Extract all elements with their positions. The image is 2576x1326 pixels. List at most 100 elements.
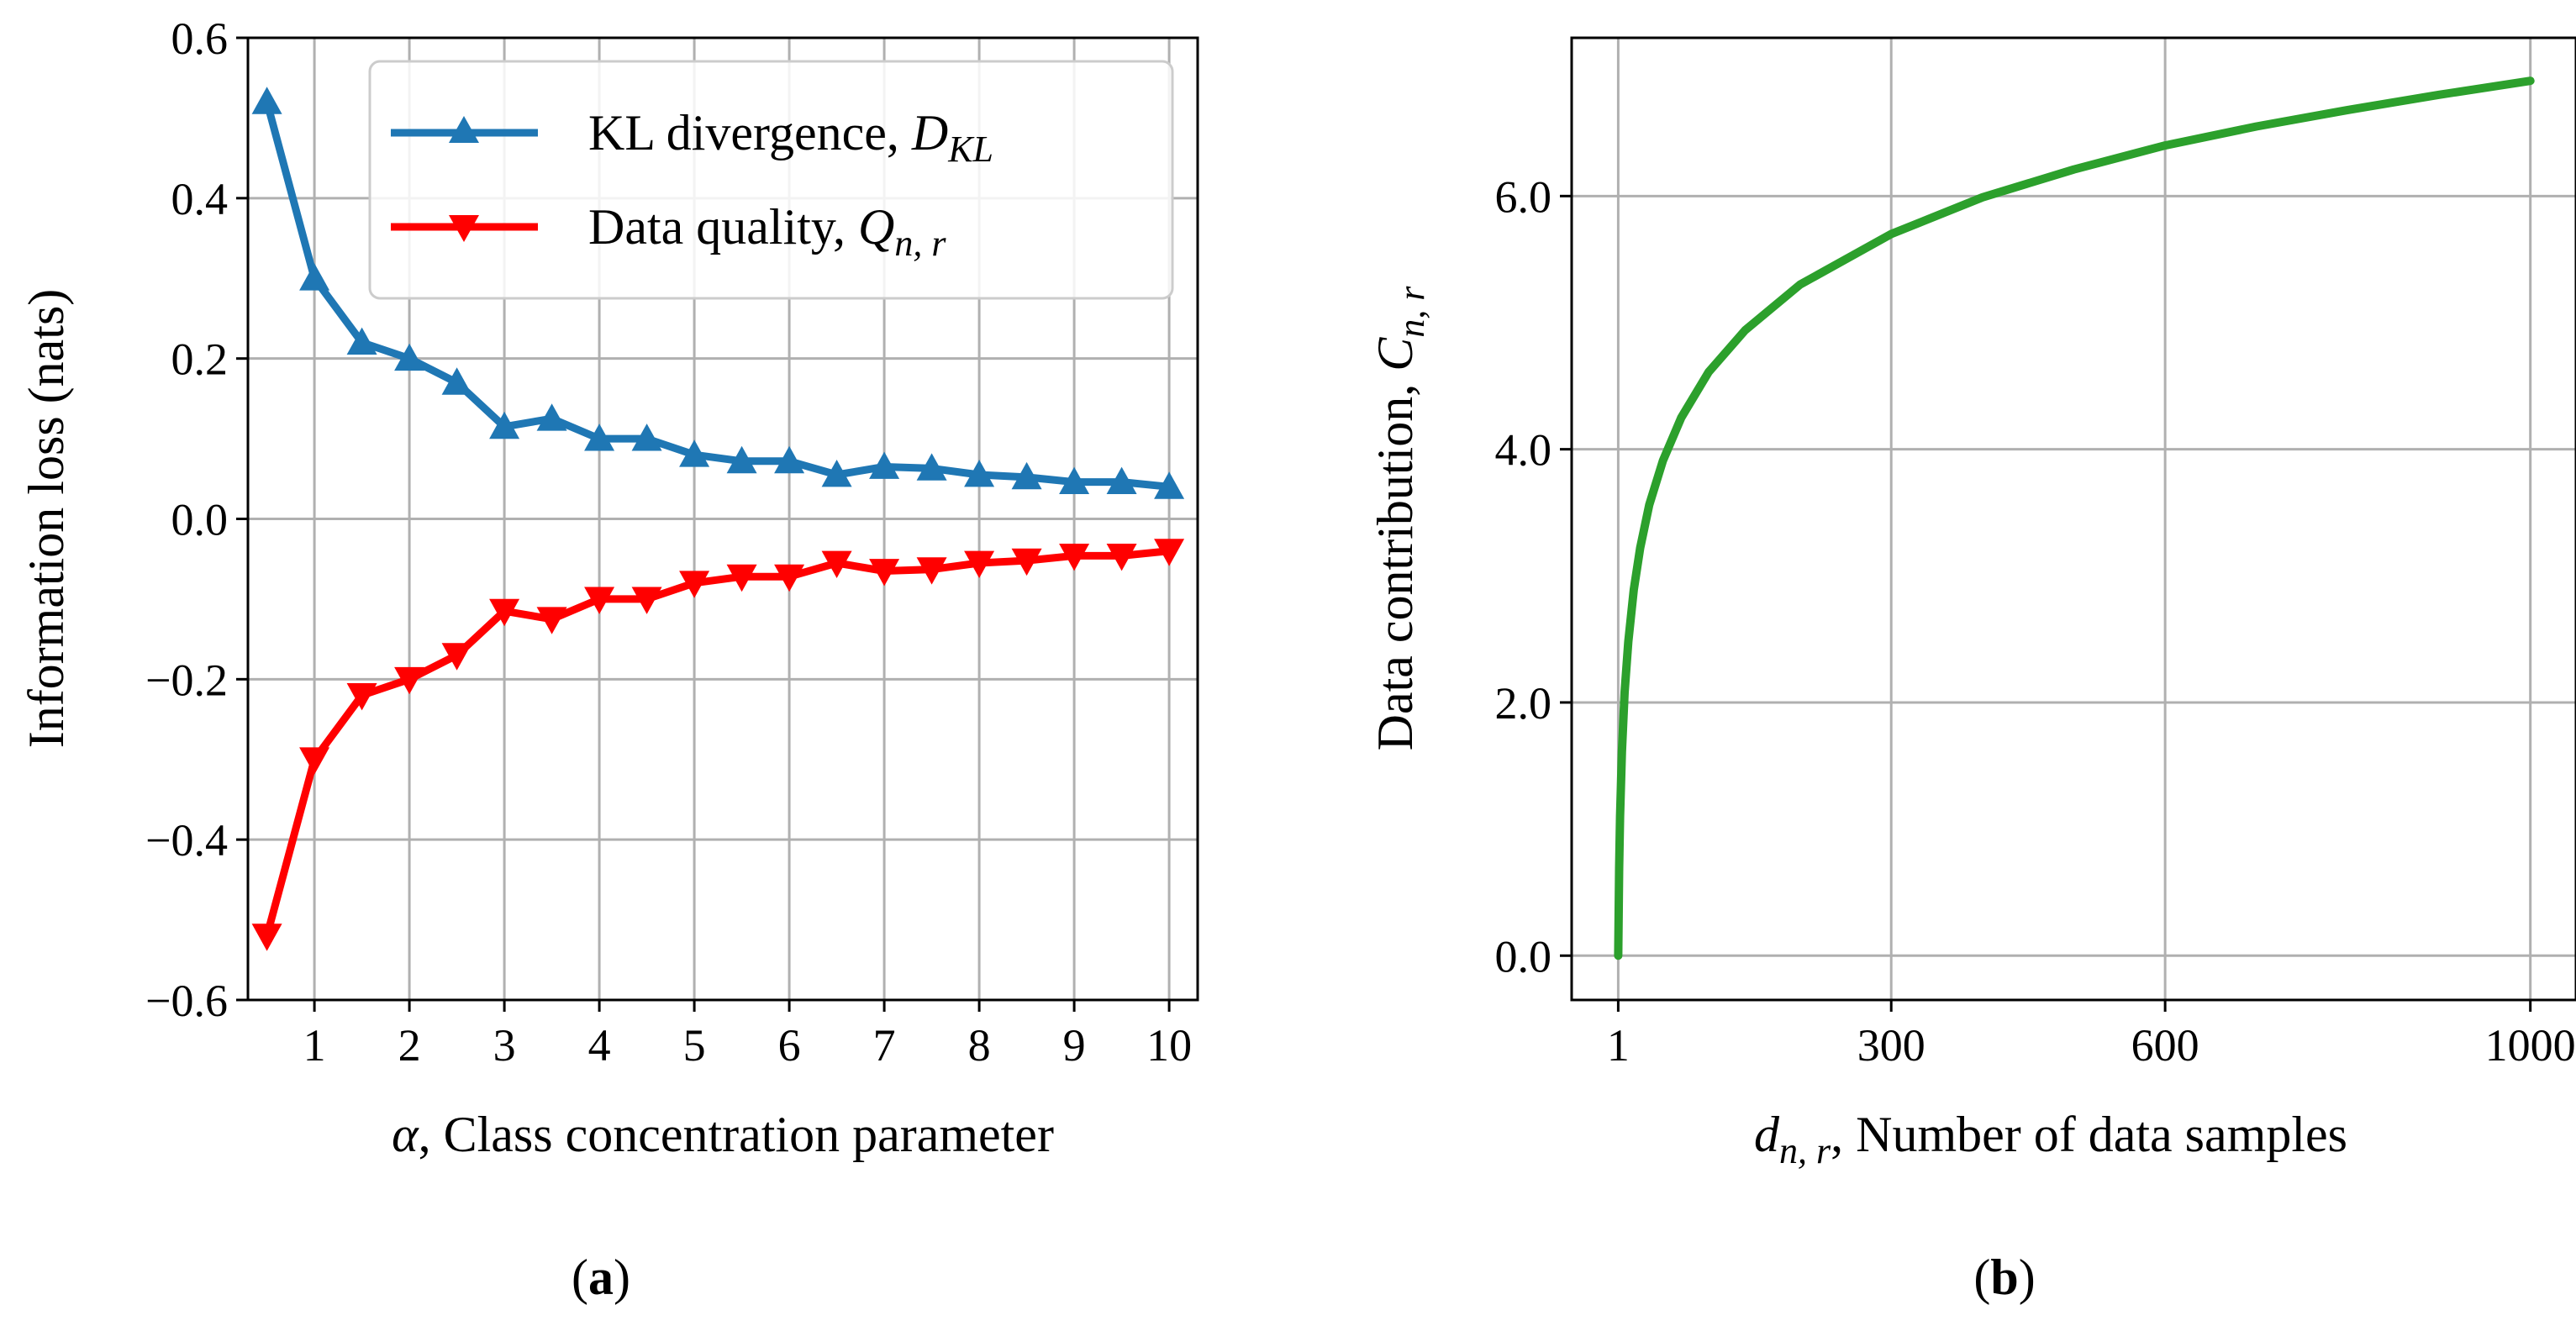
triangle-down-marker <box>299 747 330 775</box>
triangle-up-marker <box>584 424 615 451</box>
y-tick-label: 0.0 <box>171 495 229 545</box>
panel-a-x-ticks: 1 2 3 4 5 6 7 8 9 10 <box>303 1000 1192 1071</box>
panel-a-x-axis-symbol: α <box>392 1107 419 1162</box>
triangle-up-marker <box>299 263 330 291</box>
triangle-up-marker <box>1154 471 1185 499</box>
panel-b-series <box>1614 76 2535 960</box>
panel-b-y-axis-label: Data contribution, Cn, r <box>1367 286 1432 751</box>
panel-a-series <box>251 87 1185 951</box>
legend-label-quality-sub: n, r <box>894 223 946 264</box>
triangle-up-marker <box>821 460 852 487</box>
triangle-down-marker <box>584 587 615 614</box>
triangle-up-marker <box>631 424 662 451</box>
panel-a-y-axis-label: Information loss (nats) <box>18 289 74 749</box>
triangle-up-marker <box>964 460 995 487</box>
triangle-down-marker <box>726 564 757 592</box>
triangle-down-marker <box>916 557 947 585</box>
triangle-down-marker <box>869 559 900 587</box>
legend-label-kl-sub: KL <box>947 129 993 170</box>
x-tick-label: 9 <box>1063 1020 1086 1071</box>
panel-b-y-axis-text: Data contribution, <box>1367 371 1423 751</box>
triangle-down-marker <box>631 587 662 614</box>
y-tick-label: −0.4 <box>145 815 228 866</box>
y-tick-label: 6.0 <box>1495 171 1552 222</box>
y-tick-label: 0.6 <box>171 13 229 64</box>
panel-b-grid <box>1572 38 2576 1000</box>
legend-label-quality-text: Data quality, <box>588 199 858 255</box>
triangle-down-marker <box>679 571 710 598</box>
x-tick-label: 8 <box>968 1020 991 1071</box>
x-tick-label: 1 <box>303 1020 326 1071</box>
triangle-down-marker <box>964 550 995 578</box>
series-line-1 <box>263 547 1173 940</box>
y-tick-label: 2.0 <box>1495 678 1552 729</box>
panel-b-caption: (b) <box>1973 1250 2035 1305</box>
legend-marker-kl-triangle-up-icon <box>449 116 479 143</box>
x-tick-label: 2 <box>398 1020 421 1071</box>
legend-box <box>368 60 1174 300</box>
triangle-up-marker <box>869 451 900 479</box>
triangle-up-marker <box>441 367 472 395</box>
x-tick-label: 3 <box>493 1020 516 1071</box>
triangle-down-marker <box>1059 544 1090 571</box>
panel-b-y-axis-symbol: C <box>1367 337 1423 371</box>
panel-b-x-ticks: 1 300 600 1000 <box>1607 1000 2576 1071</box>
panel-a-chart: 1 2 3 4 5 6 7 8 9 10 0.6 0.4 0.2 0.0 −0.2 −0.4 −0.6 Inf… <box>18 13 1199 1305</box>
legend-label-kl: KL divergence, DKL <box>588 105 993 170</box>
y-tick-label: 0.2 <box>171 334 229 385</box>
panel-b-chart: 1 300 600 1000 0.0 2.0 4.0 6.0 Data contributi… <box>1367 36 2576 1305</box>
triangle-down-marker <box>346 683 377 711</box>
triangle-up-marker <box>1106 466 1137 494</box>
panel-a-caption-letter: a <box>588 1250 614 1305</box>
triangle-up-marker <box>536 403 567 431</box>
y-tick-label: 4.0 <box>1495 425 1552 476</box>
panel-a-y-ticks: 0.6 0.4 0.2 0.0 −0.2 −0.4 −0.6 <box>145 13 248 1026</box>
x-tick-label: 6 <box>778 1020 801 1071</box>
triangle-down-marker <box>1154 539 1185 566</box>
legend-label-quality: Data quality, Qn, r <box>588 199 946 264</box>
triangle-down-marker <box>489 598 520 627</box>
y-tick-label: 0.4 <box>171 174 229 224</box>
panel-b-caption-letter: b <box>1990 1250 2018 1305</box>
panel-b-x-axis-symbol: d <box>1754 1107 1780 1162</box>
panel-a-x-axis-text: , Class concentration parameter <box>419 1107 1054 1162</box>
triangle-up-marker <box>1011 461 1042 490</box>
triangle-up-marker <box>726 445 757 474</box>
legend-marker-quality-triangle-down-icon <box>449 215 479 242</box>
x-tick-label: 1000 <box>2485 1020 2576 1071</box>
x-tick-label: 5 <box>683 1020 706 1071</box>
panel-a-x-axis-label: α, Class concentration parameter <box>392 1107 1054 1162</box>
triangle-down-marker <box>441 643 472 671</box>
triangle-down-marker <box>1106 544 1137 571</box>
triangle-up-marker <box>774 445 805 474</box>
panel-b-y-axis-sub: n, r <box>1391 286 1432 338</box>
legend-label-quality-symbol: Q <box>858 199 894 255</box>
x-tick-label: 300 <box>1857 1020 1925 1071</box>
panel-a-caption: (a) <box>572 1250 630 1305</box>
triangle-down-marker <box>536 607 567 634</box>
y-tick-label: −0.2 <box>145 655 228 705</box>
triangle-up-marker <box>251 87 282 114</box>
triangle-up-marker <box>916 453 947 481</box>
y-tick-label: 0.0 <box>1495 931 1552 981</box>
triangle-down-marker <box>774 564 805 592</box>
panel-a-legend: KL divergence, DKL Data quality, Qn, r <box>368 60 1174 300</box>
triangle-down-marker <box>394 666 425 695</box>
panel-b-y-ticks: 0.0 2.0 4.0 6.0 <box>1495 171 1572 981</box>
triangle-up-marker <box>346 327 377 355</box>
x-tick-label: 4 <box>588 1020 611 1071</box>
panel-b-x-axis-text: , Number of data samples <box>1831 1107 2347 1162</box>
panel-b-x-axis-sub: n, r <box>1779 1130 1831 1171</box>
triangle-down-marker <box>821 550 852 578</box>
x-tick-label: 1 <box>1607 1020 1630 1071</box>
x-tick-label: 10 <box>1146 1020 1192 1071</box>
triangle-up-marker <box>1059 466 1090 494</box>
legend-label-kl-symbol: D <box>911 105 948 160</box>
x-tick-label: 7 <box>873 1020 896 1071</box>
series-line-0 <box>1614 76 2535 960</box>
triangle-down-marker <box>1011 548 1042 576</box>
triangle-up-marker <box>679 439 710 467</box>
triangle-up-marker <box>394 343 425 371</box>
triangle-down-marker <box>251 923 282 951</box>
